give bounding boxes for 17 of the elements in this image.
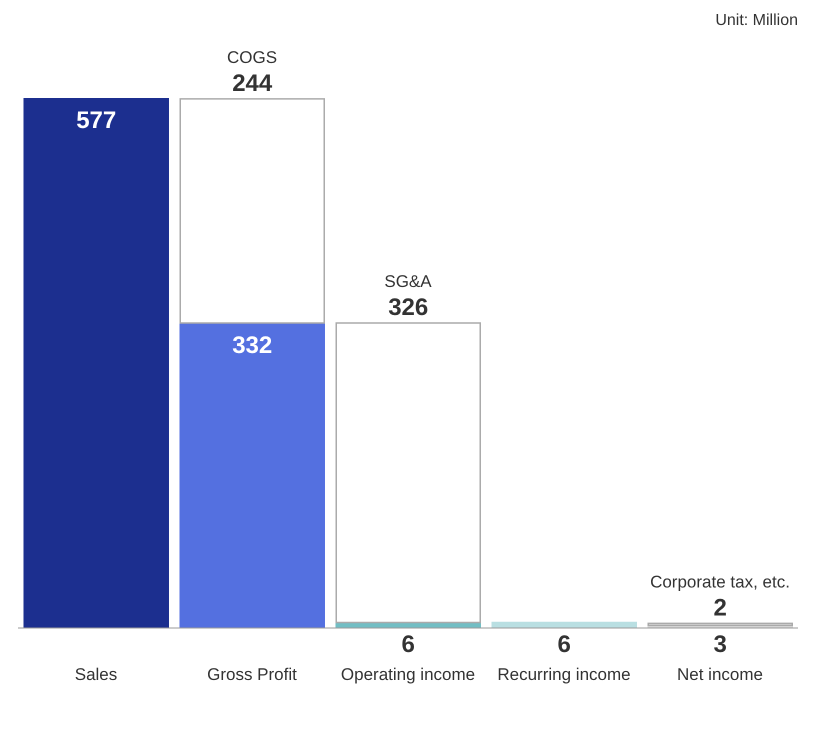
data-label: 6 [558,631,571,658]
data-label: 6 [402,631,415,658]
text: Unit: Million [715,12,798,30]
annotation: SG&A [384,272,432,292]
x-tick-label: Operating income [340,665,476,684]
data-label: 3 [714,631,727,658]
annotation: COGS [226,48,278,67]
data-label: 244 [232,70,273,97]
data-label: 332 [232,332,272,360]
x-tick-label: Sales [74,665,118,684]
x-tick-label: Gross Profit [207,665,298,684]
data-label: 326 [388,294,428,322]
annotation: Corporate tax, etc. [650,572,790,592]
data-label: 2 [714,594,727,622]
x-tick-label: Recurring income [497,665,631,684]
data-label: 577 [76,107,116,134]
x-tick-label: Net income [677,665,763,684]
